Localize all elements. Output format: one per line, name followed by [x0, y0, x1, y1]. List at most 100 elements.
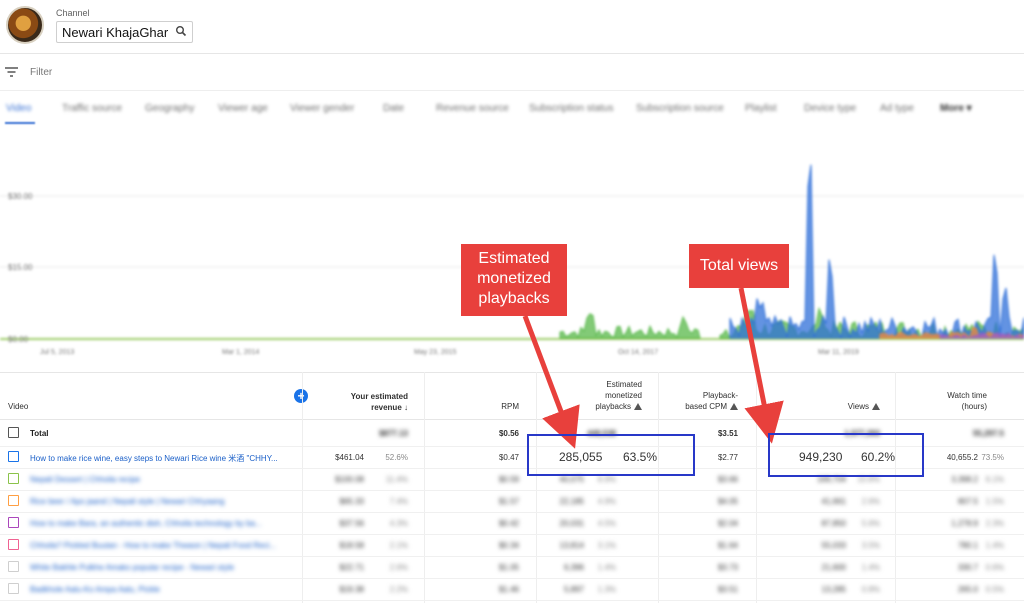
rpm-value: $0.59	[498, 475, 519, 484]
total-rpm: $0.56	[498, 429, 519, 438]
row-checkbox[interactable]	[8, 473, 19, 484]
watch-time-value: 3,398.2	[951, 475, 978, 484]
revenue-percent: 52.6%	[385, 453, 408, 462]
select-all-checkbox[interactable]	[8, 427, 19, 438]
column-header-cpm[interactable]: Playback- based CPM	[685, 391, 738, 411]
total-watch-time: 55,297.5	[972, 429, 1004, 438]
video-title-link[interactable]: How to make rice wine, easy steps to New…	[30, 454, 278, 463]
table-row[interactable]: Nepali Dessert | Chhoila recipe $100.08 11…	[0, 469, 1024, 491]
channel-avatar[interactable]	[6, 6, 44, 44]
add-column-button[interactable]: +	[294, 389, 308, 403]
sort-arrow-icon: ↓	[404, 403, 408, 412]
channel-label: Channel	[56, 8, 90, 18]
video-title-link[interactable]: White Bakhle Pulkhe Amako popular recipe…	[30, 563, 235, 572]
warning-icon	[634, 403, 642, 410]
highlight-box-views: 949,230 60.2%	[768, 433, 924, 477]
monetized-percent: 4.9%	[597, 497, 616, 506]
chart-series-purple	[939, 332, 1024, 339]
watch-time-value: 40,655.2	[946, 453, 978, 462]
row-checkbox[interactable]	[8, 495, 19, 506]
column-header-watch-time[interactable]: Watch time (hours)	[947, 391, 987, 411]
column-header-video[interactable]: Video	[8, 402, 29, 411]
column-header-views[interactable]: Views	[848, 401, 880, 412]
monetized-percent: 3.1%	[597, 541, 616, 550]
views-percent: 10.8%	[857, 475, 880, 484]
tab-revenue-source[interactable]: Revenue source	[436, 103, 509, 114]
table-row[interactable]: Rice beer / Apo jaand | Nepali style | N…	[0, 491, 1024, 513]
tab-subscription-status[interactable]: Subscription status	[529, 103, 614, 114]
video-title-link[interactable]: Badkhole Aalu-Ko Ampa Aalu, Pickle	[30, 585, 160, 594]
chart-series-blue	[729, 164, 1024, 340]
views-value: 55,033	[821, 541, 846, 550]
y-tick-label: $30.00	[8, 192, 33, 201]
views-value: 41,661	[821, 497, 846, 506]
search-icon[interactable]	[175, 25, 187, 37]
monetized-value: 40,075	[559, 475, 584, 484]
tab-viewer-gender[interactable]: Viewer gender	[290, 103, 355, 114]
tab-viewer-age[interactable]: Viewer age	[218, 103, 268, 114]
views-value: 169,704	[817, 475, 846, 484]
revenue-percent: 11.4%	[385, 475, 408, 484]
cpm-value: $2.04	[717, 519, 738, 528]
tab-playlist[interactable]: Playlist	[745, 103, 777, 114]
views-percent: 2.6%	[861, 497, 880, 506]
revenue-value: $100.08	[335, 475, 364, 484]
column-header-revenue[interactable]: Your estimated revenue ↓	[350, 392, 408, 412]
video-title-link[interactable]: Rice beer / Apo jaand | Nepali style | N…	[30, 497, 225, 506]
dimension-tabs: Video Traffic source Geography Viewer ag…	[0, 92, 1024, 126]
total-revenue: $877.13	[379, 429, 408, 438]
revenue-value: $65.33	[339, 497, 364, 506]
highlight-monetized-value: 285,055	[559, 450, 603, 464]
row-checkbox[interactable]	[8, 539, 19, 550]
revenue-percent: 2.2%	[389, 585, 408, 594]
highlight-monetized-percent: 63.5%	[623, 450, 658, 464]
table-row[interactable]: How to make rice wine, easy steps to New…	[0, 447, 1024, 469]
table-row[interactable]: White Bakhle Pulkhe Amako popular recipe…	[0, 557, 1024, 579]
row-checkbox[interactable]	[8, 517, 19, 528]
tab-device-type[interactable]: Device type	[804, 103, 857, 114]
x-tick-label: Mar 11, 2019	[818, 349, 859, 356]
filter-bar[interactable]: Filter	[0, 55, 1024, 91]
views-value: 87,850	[821, 519, 846, 528]
tab-subscription-source[interactable]: Subscription source	[636, 103, 724, 114]
table-row[interactable]: Badkhole Aalu-Ko Ampa Aalu, Pickle $19.38…	[0, 579, 1024, 601]
watch-time-percent: 1.4%	[985, 541, 1004, 550]
x-tick-label: Oct 14, 2017	[618, 349, 658, 356]
channel-selector[interactable]: Newari KhajaGhar	[56, 21, 194, 43]
tab-traffic-source[interactable]: Traffic source	[62, 103, 123, 114]
table-header: Video + Your estimated revenue ↓ RPM Est…	[0, 372, 1024, 420]
row-checkbox[interactable]	[8, 561, 19, 572]
video-title-link[interactable]: Chhoila? Pickled Buutan - How to make Th…	[30, 541, 277, 550]
chart-series-green	[559, 313, 701, 339]
row-checkbox[interactable]	[8, 583, 19, 594]
filter-icon[interactable]	[5, 67, 19, 77]
column-header-rpm[interactable]: RPM	[501, 402, 519, 411]
highlight-views-value: 949,230	[799, 450, 843, 464]
table-row[interactable]: Chhoila? Pickled Buutan - How to make Th…	[0, 535, 1024, 557]
column-header-monetized-playbacks[interactable]: Estimated monetized playbacks	[595, 380, 642, 411]
video-title-link[interactable]: How to make Bara, an authentic dish, Chh…	[30, 519, 262, 528]
tab-video[interactable]: Video	[6, 103, 32, 114]
warning-icon	[872, 403, 880, 410]
revenue-value: $37.56	[339, 519, 364, 528]
monetized-percent: 1.3%	[597, 585, 616, 594]
tab-date[interactable]: Date	[383, 103, 405, 114]
revenue-percent: 7.4%	[389, 497, 408, 506]
views-percent: 1.4%	[861, 563, 880, 572]
table-row[interactable]: How to make Bara, an authentic dish, Chh…	[0, 513, 1024, 535]
watch-time-percent: 0.5%	[985, 585, 1004, 594]
tab-geography[interactable]: Geography	[145, 103, 195, 114]
revenue-value: $19.38	[339, 585, 364, 594]
y-tick-label: $0.00	[8, 335, 29, 344]
tab-ad-type[interactable]: Ad type	[880, 103, 914, 114]
rpm-value: $1.46	[498, 585, 519, 594]
cpm-value: $3.51	[717, 585, 738, 594]
row-checkbox[interactable]	[8, 451, 19, 462]
video-title-link[interactable]: Nepali Dessert | Chhoila recipe	[30, 475, 141, 484]
revenue-value: $18.58	[339, 541, 364, 550]
revenue-percent: 4.3%	[389, 519, 408, 528]
filter-placeholder: Filter	[30, 67, 53, 78]
monetized-value: 6,396	[563, 563, 584, 572]
watch-time-percent: 2.3%	[985, 519, 1004, 528]
tab-more[interactable]: More ▾	[940, 103, 972, 114]
